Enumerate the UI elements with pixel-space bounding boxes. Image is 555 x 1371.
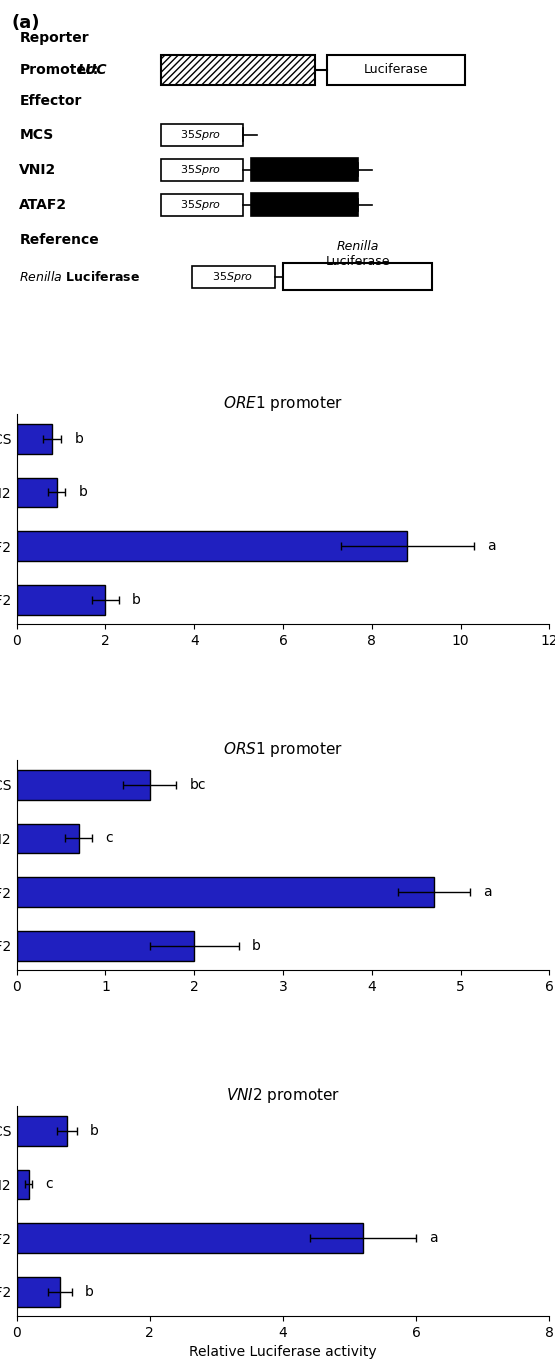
Bar xyxy=(193,266,275,288)
Text: ATAF2: ATAF2 xyxy=(19,197,68,211)
Bar xyxy=(17,1169,29,1200)
Text: Effector: Effector xyxy=(19,95,82,108)
Text: a: a xyxy=(483,886,492,899)
Text: $\it{Renilla}$ Luciferase: $\it{Renilla}$ Luciferase xyxy=(19,270,140,284)
Text: LUC: LUC xyxy=(78,63,108,77)
Title: $\it{ORE1}$ promoter: $\it{ORE1}$ promoter xyxy=(223,393,343,413)
Text: c: c xyxy=(105,831,113,846)
Bar xyxy=(17,824,79,853)
Text: $\it{35S}$$\it{pro}$: $\it{35S}$$\it{pro}$ xyxy=(211,270,253,284)
Text: b: b xyxy=(132,592,141,607)
Bar xyxy=(17,1278,60,1307)
Text: a: a xyxy=(430,1231,438,1245)
Bar xyxy=(17,931,194,961)
Bar xyxy=(17,1223,363,1253)
Bar xyxy=(17,532,407,561)
Text: b: b xyxy=(252,939,261,953)
X-axis label: Relative Luciferase activity: Relative Luciferase activity xyxy=(189,1345,377,1360)
Text: (a): (a) xyxy=(11,14,40,32)
Text: c: c xyxy=(46,1178,53,1191)
Title: $\it{VNI2}$ promoter: $\it{VNI2}$ promoter xyxy=(226,1086,340,1105)
Bar xyxy=(160,193,243,215)
Bar xyxy=(17,424,52,454)
Bar xyxy=(160,55,315,85)
Bar xyxy=(251,193,357,217)
Bar xyxy=(17,477,57,507)
Bar xyxy=(160,159,243,181)
Text: Luciferase: Luciferase xyxy=(325,255,390,267)
Bar xyxy=(327,55,465,85)
Text: $\it{35S}$$\it{pro}$: $\it{35S}$$\it{pro}$ xyxy=(180,128,221,141)
Bar xyxy=(17,1116,67,1146)
Text: Promoter:: Promoter: xyxy=(19,63,99,77)
Text: b: b xyxy=(90,1124,99,1138)
Text: Reporter: Reporter xyxy=(19,32,89,45)
Bar xyxy=(17,585,105,614)
Text: VNI2: VNI2 xyxy=(19,163,57,177)
Bar xyxy=(283,263,432,291)
Bar xyxy=(17,877,434,908)
Bar xyxy=(17,771,150,799)
Text: $\it{35S}$$\it{pro}$: $\it{35S}$$\it{pro}$ xyxy=(180,163,221,177)
Bar xyxy=(251,159,357,181)
Text: a: a xyxy=(487,539,496,553)
Text: b: b xyxy=(79,485,88,499)
Text: Luciferase: Luciferase xyxy=(364,63,428,77)
Bar xyxy=(160,123,243,145)
Text: Reference: Reference xyxy=(19,233,99,247)
Text: MCS: MCS xyxy=(19,128,54,141)
Text: $\it{35S}$$\it{pro}$: $\it{35S}$$\it{pro}$ xyxy=(180,197,221,211)
Text: b: b xyxy=(85,1285,94,1298)
Text: b: b xyxy=(74,432,83,446)
Text: Renilla: Renilla xyxy=(336,240,379,252)
Title: $\it{ORS1}$ promoter: $\it{ORS1}$ promoter xyxy=(223,739,343,758)
Text: bc: bc xyxy=(190,777,206,792)
